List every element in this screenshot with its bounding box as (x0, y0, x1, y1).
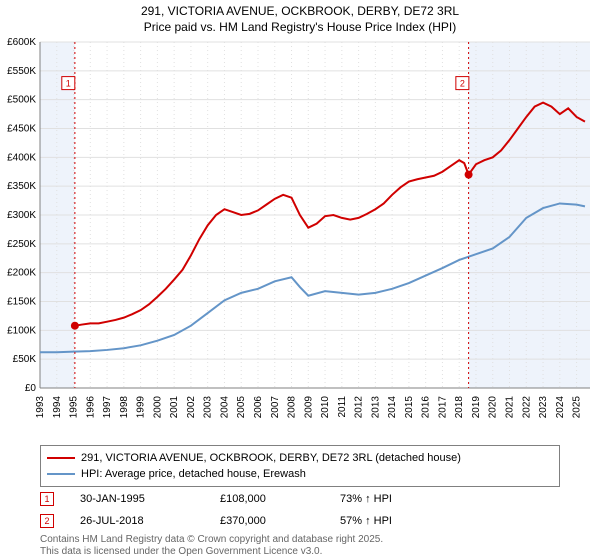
svg-text:2023: 2023 (538, 396, 549, 419)
svg-text:2010: 2010 (320, 396, 331, 419)
sale-pct: 57% ↑ HPI (340, 515, 460, 527)
svg-text:£350K: £350K (7, 181, 36, 192)
svg-text:£50K: £50K (13, 354, 37, 365)
svg-text:£250K: £250K (7, 239, 36, 250)
svg-text:2001: 2001 (169, 396, 180, 419)
legend-label: 291, VICTORIA AVENUE, OCKBROOK, DERBY, D… (81, 452, 461, 464)
sale-rows: 1 30-JAN-1995 £108,000 73% ↑ HPI 2 26-JU… (40, 488, 460, 532)
svg-text:£0: £0 (25, 383, 37, 394)
svg-text:1995: 1995 (69, 396, 80, 419)
sale-marker-box: 1 (40, 492, 54, 506)
title-line2: Price paid vs. HM Land Registry's House … (0, 20, 600, 36)
svg-text:2018: 2018 (454, 396, 465, 419)
chart-svg: £0 £50K £100K £150K £200K £250K £300K £350K £400… (0, 38, 600, 438)
legend: 291, VICTORIA AVENUE, OCKBROOK, DERBY, D… (40, 445, 560, 487)
svg-text:2: 2 (460, 79, 465, 89)
legend-item: HPI: Average price, detached house, Erew… (47, 466, 553, 482)
svg-text:1994: 1994 (52, 396, 63, 419)
svg-text:2009: 2009 (303, 396, 314, 419)
svg-text:2022: 2022 (521, 396, 532, 419)
svg-text:£100K: £100K (7, 325, 36, 336)
title-line1: 291, VICTORIA AVENUE, OCKBROOK, DERBY, D… (0, 4, 600, 20)
sale-marker-box: 2 (40, 514, 54, 528)
chart: £0 £50K £100K £150K £200K £250K £300K £350K £400… (0, 38, 600, 438)
svg-text:£150K: £150K (7, 297, 36, 308)
legend-label: HPI: Average price, detached house, Erew… (81, 468, 306, 480)
footer-line2: This data is licensed under the Open Gov… (40, 546, 383, 558)
chart-title: 291, VICTORIA AVENUE, OCKBROOK, DERBY, D… (0, 0, 600, 35)
svg-text:2019: 2019 (471, 396, 482, 419)
svg-text:2017: 2017 (437, 396, 448, 419)
svg-text:1999: 1999 (136, 396, 147, 419)
svg-text:2004: 2004 (219, 396, 230, 419)
sale-date: 26-JUL-2018 (80, 515, 220, 527)
svg-text:£500K: £500K (7, 95, 36, 106)
svg-text:2006: 2006 (253, 396, 264, 419)
legend-swatch (47, 457, 75, 459)
svg-text:2013: 2013 (370, 396, 381, 419)
svg-text:2025: 2025 (572, 396, 583, 419)
svg-text:2021: 2021 (505, 396, 516, 419)
svg-text:1993: 1993 (35, 396, 46, 419)
svg-text:1997: 1997 (102, 396, 113, 419)
svg-text:£300K: £300K (7, 210, 36, 221)
sale-date: 30-JAN-1995 (80, 493, 220, 505)
svg-text:£200K: £200K (7, 268, 36, 279)
svg-text:2024: 2024 (555, 396, 566, 419)
sale-price: £108,000 (220, 493, 340, 505)
svg-text:2016: 2016 (421, 396, 432, 419)
sale-row: 1 30-JAN-1995 £108,000 73% ↑ HPI (40, 488, 460, 510)
svg-text:2003: 2003 (203, 396, 214, 419)
footer: Contains HM Land Registry data © Crown c… (40, 534, 383, 558)
svg-text:2020: 2020 (488, 396, 499, 419)
sale-price: £370,000 (220, 515, 340, 527)
legend-item: 291, VICTORIA AVENUE, OCKBROOK, DERBY, D… (47, 450, 553, 466)
svg-text:2000: 2000 (152, 396, 163, 419)
svg-text:1: 1 (66, 79, 71, 89)
svg-text:2008: 2008 (287, 396, 298, 419)
page: 291, VICTORIA AVENUE, OCKBROOK, DERBY, D… (0, 0, 600, 560)
svg-text:2005: 2005 (236, 396, 247, 419)
svg-text:£400K: £400K (7, 152, 36, 163)
svg-text:2014: 2014 (387, 396, 398, 419)
sale-pct: 73% ↑ HPI (340, 493, 460, 505)
svg-text:1996: 1996 (85, 396, 96, 419)
svg-text:2015: 2015 (404, 396, 415, 419)
svg-text:£550K: £550K (7, 66, 36, 77)
svg-text:£450K: £450K (7, 124, 36, 135)
svg-text:1998: 1998 (119, 396, 130, 419)
svg-text:2011: 2011 (337, 396, 348, 418)
svg-text:2007: 2007 (270, 396, 281, 419)
sale-row: 2 26-JUL-2018 £370,000 57% ↑ HPI (40, 510, 460, 532)
footer-line1: Contains HM Land Registry data © Crown c… (40, 534, 383, 546)
svg-text:2012: 2012 (354, 396, 365, 419)
svg-text:£600K: £600K (7, 38, 36, 48)
svg-text:2002: 2002 (186, 396, 197, 419)
legend-swatch (47, 473, 75, 475)
